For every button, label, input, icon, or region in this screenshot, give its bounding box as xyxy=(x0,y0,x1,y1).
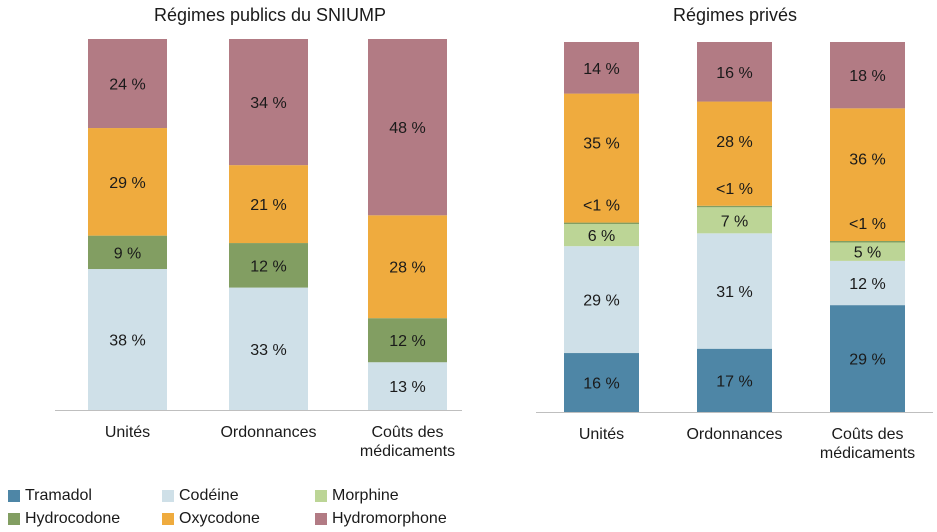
chart-2-category-ordonnances: Ordonnances xyxy=(686,426,782,443)
legend-swatch-morphine xyxy=(315,490,327,502)
legend-label-morphine: Morphine xyxy=(332,487,399,504)
chart-2-label-oxycodone-couts-des-medicaments: 36 % xyxy=(849,152,885,169)
chart-2-label-oxycodone-unites: 35 % xyxy=(583,136,619,153)
chart-2-label-oxycodone-ordonnances: 28 % xyxy=(716,134,752,151)
chart-2-label-hydrocodone-ordonnances: <1 % xyxy=(716,181,753,198)
chart-2-bar-morphine-couts-des-medicaments xyxy=(830,242,905,261)
legend-label-hydrocodone: Hydrocodone xyxy=(25,510,121,527)
chart-2-label-hydromorphone-ordonnances: 16 % xyxy=(716,65,752,82)
chart-1-label-hydrocodone-couts-des-medicaments: 12 % xyxy=(389,333,425,350)
chart-2-bar-hydrocodone-unites xyxy=(564,222,639,225)
chart-2-label-morphine-couts-des-medicaments: 5 % xyxy=(854,245,882,262)
chart-2-bar-hydrocodone-couts-des-medicaments xyxy=(830,241,905,243)
chart-1-category-couts-des-medicaments: Coûts des médicaments xyxy=(360,424,455,460)
chart-1-bar-hydrocodone-ordonnances xyxy=(229,243,308,288)
chart-2-title: Régimes privés xyxy=(673,5,797,25)
legend-item-morphine: Morphine xyxy=(315,487,399,505)
chart-1-label-hydrocodone-unites: 9 % xyxy=(114,245,142,262)
chart-1-label-codeine-couts-des-medicaments: 13 % xyxy=(389,379,425,396)
chart-2-label-tramadol-ordonnances: 17 % xyxy=(716,373,752,390)
chart-2-bar-hydrocodone-ordonnances xyxy=(697,205,772,208)
chart-2-label-codeine-ordonnances: 31 % xyxy=(716,284,752,301)
chart-1-label-hydromorphone-unites: 24 % xyxy=(109,77,145,94)
chart-1-label-hydromorphone-couts-des-medicaments: 48 % xyxy=(389,120,425,137)
chart-2-label-hydrocodone-unites: <1 % xyxy=(583,198,620,215)
legend-item-hydromorphone: Hydromorphone xyxy=(315,510,447,528)
chart-1-bar-oxycodone-unites xyxy=(88,128,167,236)
chart-2-bar-oxycodone-couts-des-medicaments xyxy=(830,108,905,242)
chart-1-bar-hydrocodone-unites xyxy=(88,235,167,270)
chart-2-label-hydrocodone-couts-des-medicaments: <1 % xyxy=(849,216,886,233)
legend-label-oxycodone: Oxycodone xyxy=(179,510,260,527)
chart-2-bar-hydromorphone-unites xyxy=(564,42,639,94)
chart-1-bar-codeine-couts-des-medicaments xyxy=(368,362,447,410)
chart-canvas: Régimes publics du SNIUMP 38 % 9 % 29 % 24 %… xyxy=(55,5,933,462)
chart-2-category-unites: Unités xyxy=(579,426,624,443)
chart-1-bar-codeine-unites xyxy=(88,269,167,410)
chart-2-label-hydromorphone-unites: 14 % xyxy=(583,61,619,78)
chart-2-label-codeine-unites: 29 % xyxy=(583,293,619,310)
chart-2-category-couts-des-medicaments: Coûts des médicaments xyxy=(820,426,915,462)
chart-1-title: Régimes publics du SNIUMP xyxy=(154,5,386,25)
chart-2-label-morphine-ordonnances: 7 % xyxy=(721,213,749,230)
chart-1-label-oxycodone-unites: 29 % xyxy=(109,175,145,192)
chart-1-bar-hydrocodone-couts-des-medicaments xyxy=(368,318,447,363)
chart-2-bar-codeine-ordonnances xyxy=(697,233,772,349)
chart-1-label-hydrocodone-ordonnances: 12 % xyxy=(250,258,286,275)
legend-swatch-tramadol xyxy=(8,490,20,502)
chart-2-label-morphine-unites: 6 % xyxy=(588,228,616,245)
legend-item-hydrocodone: Hydrocodone xyxy=(8,510,120,528)
chart-1-label-codeine-unites: 38 % xyxy=(109,333,145,350)
legend-swatch-hydromorphone xyxy=(315,513,327,525)
chart-2-label-tramadol-couts-des-medicaments: 29 % xyxy=(849,352,885,369)
legend-item-oxycodone: Oxycodone xyxy=(162,510,260,528)
chart-2-bar-morphine-ordonnances xyxy=(697,207,772,234)
chart-2-label-codeine-couts-des-medicaments: 12 % xyxy=(849,276,885,293)
legend-swatch-codeine xyxy=(162,490,174,502)
chart-2-label-tramadol-unites: 16 % xyxy=(583,376,619,393)
chart-2-bar-morphine-unites xyxy=(564,224,639,247)
chart-2-bar-hydromorphone-ordonnances xyxy=(697,42,772,102)
legend-label-hydromorphone: Hydromorphone xyxy=(332,510,447,527)
legend-swatch-hydrocodone xyxy=(8,513,20,525)
chart-2-bar-codeine-couts-des-medicaments xyxy=(830,260,905,306)
chart-2-bar-oxycodone-ordonnances xyxy=(697,101,772,206)
chart-legend: Tramadol Codéine Morphine Hydrocodone Ox… xyxy=(0,482,937,532)
chart-2-bar-tramadol-ordonnances xyxy=(697,348,772,412)
chart-1-category-unites: Unités xyxy=(105,424,150,441)
chart-2-bar-codeine-unites xyxy=(564,246,639,354)
legend-swatch-oxycodone xyxy=(162,513,174,525)
chart-1-bar-oxycodone-couts-des-medicaments xyxy=(368,215,447,319)
chart-2-bar-oxycodone-unites xyxy=(564,93,639,223)
chart-1-bar-oxycodone-ordonnances xyxy=(229,165,308,244)
chart-2-label-hydromorphone-couts-des-medicaments: 18 % xyxy=(849,68,885,85)
legend-item-codeine: Codéine xyxy=(162,487,239,505)
chart-1-bar-hydromorphone-couts-des-medicaments xyxy=(368,39,447,216)
chart-2-bar-tramadol-unites xyxy=(564,353,639,412)
chart-1-label-oxycodone-ordonnances: 21 % xyxy=(250,197,286,214)
chart-1-bar-hydromorphone-unites xyxy=(88,39,167,129)
chart-1-bar-codeine-ordonnances xyxy=(229,287,308,410)
chart-1-label-codeine-ordonnances: 33 % xyxy=(250,342,286,359)
chart-1-label-oxycodone-couts-des-medicaments: 28 % xyxy=(389,260,425,277)
legend-item-tramadol: Tramadol xyxy=(8,487,92,505)
legend-label-tramadol: Tramadol xyxy=(25,487,92,504)
chart-1-bar-hydromorphone-ordonnances xyxy=(229,39,308,166)
legend-label-codeine: Codéine xyxy=(179,487,239,504)
chart-2-bar-hydromorphone-couts-des-medicaments xyxy=(830,42,905,109)
chart-1-category-ordonnances: Ordonnances xyxy=(220,424,316,441)
chart-2-bar-tramadol-couts-des-medicaments xyxy=(830,305,905,412)
chart-1-label-hydromorphone-ordonnances: 34 % xyxy=(250,95,286,112)
